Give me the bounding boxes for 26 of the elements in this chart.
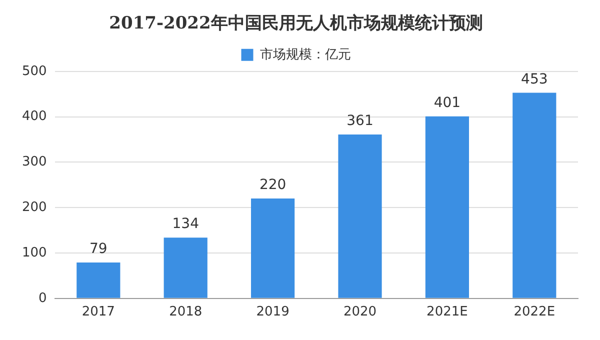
y-tick-label: 0: [38, 290, 47, 306]
bar: [251, 198, 295, 298]
bar: [425, 116, 470, 298]
data-label: 134: [172, 216, 200, 232]
chart-title: 2017-2022年中国民用无人机市场规模统计预测: [109, 14, 483, 34]
x-tick-label: 2019: [256, 304, 290, 320]
data-label: 453: [521, 71, 548, 88]
y-tick-label: 500: [22, 64, 47, 79]
bar: [164, 238, 208, 298]
data-label: 220: [259, 177, 286, 194]
x-tick-label: 2018: [169, 304, 202, 320]
y-tick-label: 300: [22, 154, 47, 170]
bar: [338, 134, 382, 298]
data-label: 79: [90, 241, 108, 258]
bar: [76, 262, 120, 298]
x-tick-label: 2017: [82, 304, 115, 320]
data-label: 361: [346, 113, 374, 130]
y-tick-label: 100: [22, 245, 47, 260]
x-tick-label: 2020: [343, 304, 377, 320]
bar: [512, 92, 556, 298]
x-tick-label: 2021E: [426, 304, 468, 320]
legend-label: 市场规模：亿元: [260, 47, 351, 62]
y-tick-label: 400: [22, 109, 47, 124]
data-label: 401: [434, 94, 461, 111]
y-tick-label: 200: [22, 200, 47, 215]
x-tick-label: 2022E: [514, 304, 556, 320]
